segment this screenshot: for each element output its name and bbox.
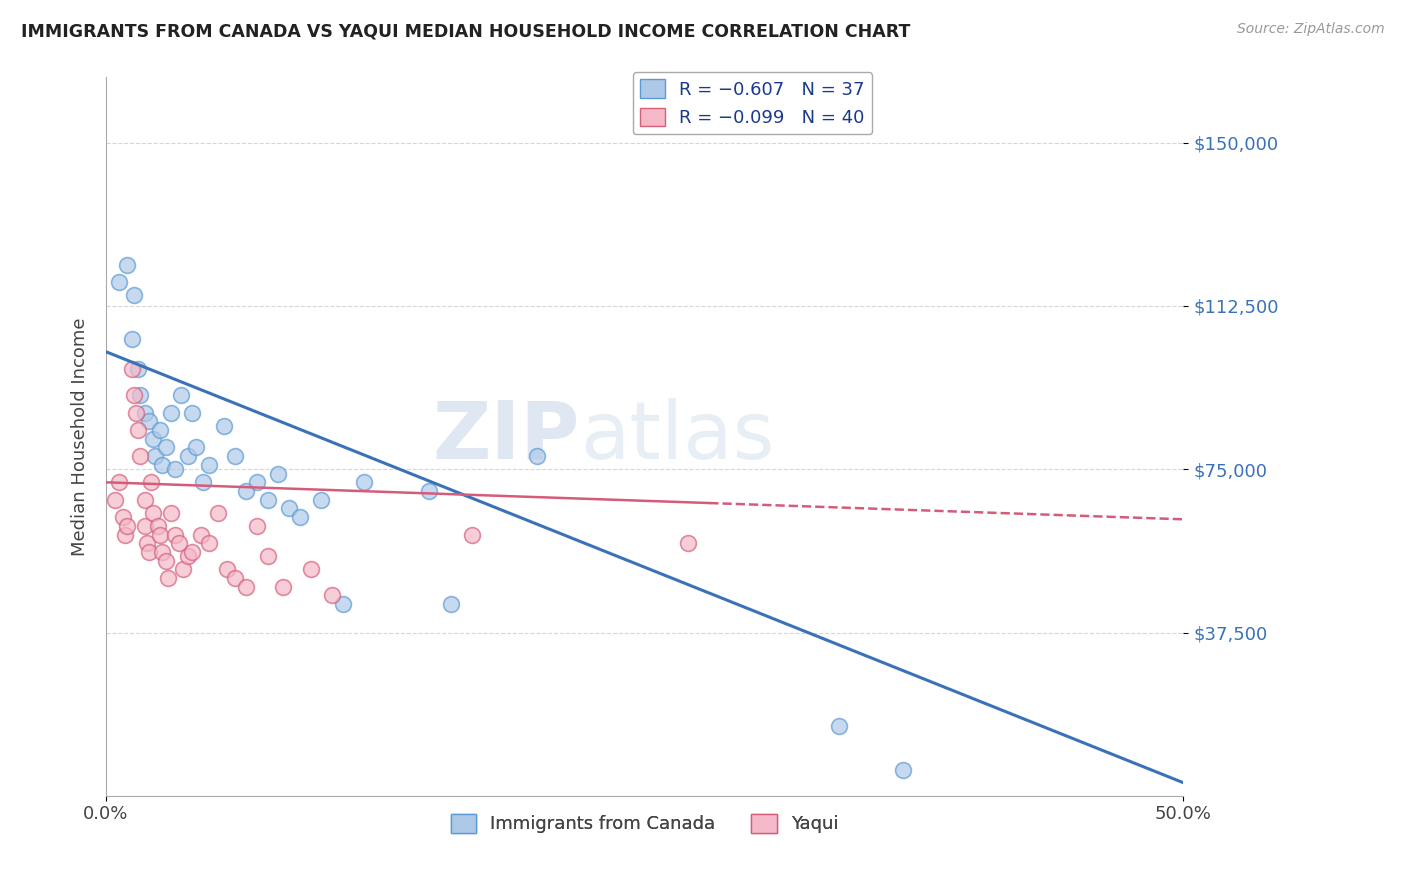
Point	[108, 475, 131, 490]
Point	[121, 362, 143, 376]
Point	[129, 449, 152, 463]
Point	[129, 388, 152, 402]
Point	[159, 406, 181, 420]
Point	[145, 449, 167, 463]
Point	[278, 501, 301, 516]
Point	[108, 275, 131, 289]
Point	[256, 492, 278, 507]
Point	[353, 475, 375, 490]
Point	[155, 554, 177, 568]
Legend: Immigrants from Canada, Yaqui: Immigrants from Canada, Yaqui	[443, 806, 846, 840]
Point	[170, 388, 193, 402]
Point	[299, 562, 322, 576]
Point	[235, 580, 257, 594]
Point	[149, 423, 172, 437]
Point	[122, 388, 145, 402]
Y-axis label: Median Household Income: Median Household Income	[72, 318, 89, 556]
Text: ZIP: ZIP	[433, 398, 579, 475]
Point	[332, 597, 354, 611]
Point	[246, 475, 269, 490]
Text: IMMIGRANTS FROM CANADA VS YAQUI MEDIAN HOUSEHOLD INCOME CORRELATION CHART: IMMIGRANTS FROM CANADA VS YAQUI MEDIAN H…	[21, 22, 911, 40]
Point	[142, 506, 165, 520]
Point	[224, 449, 246, 463]
Point	[159, 506, 181, 520]
Point	[103, 492, 125, 507]
Point	[177, 549, 200, 564]
Point	[117, 258, 139, 272]
Point	[121, 332, 143, 346]
Point	[827, 719, 849, 733]
Point	[224, 571, 246, 585]
Point	[288, 510, 311, 524]
Point	[190, 527, 212, 541]
Point	[172, 562, 194, 576]
Point	[676, 536, 699, 550]
Point	[114, 527, 136, 541]
Point	[146, 519, 169, 533]
Point	[150, 458, 173, 472]
Text: Source: ZipAtlas.com: Source: ZipAtlas.com	[1237, 22, 1385, 37]
Point	[157, 571, 180, 585]
Point	[138, 414, 160, 428]
Text: atlas: atlas	[579, 398, 775, 475]
Point	[440, 597, 463, 611]
Point	[186, 441, 208, 455]
Point	[215, 562, 238, 576]
Point	[891, 763, 914, 777]
Point	[112, 510, 135, 524]
Point	[177, 449, 200, 463]
Point	[134, 492, 156, 507]
Point	[181, 406, 204, 420]
Point	[198, 536, 221, 550]
Point	[526, 449, 548, 463]
Point	[321, 589, 343, 603]
Point	[207, 506, 229, 520]
Point	[271, 580, 294, 594]
Point	[155, 441, 177, 455]
Point	[256, 549, 278, 564]
Point	[125, 406, 148, 420]
Point	[461, 527, 484, 541]
Point	[127, 362, 149, 376]
Point	[163, 527, 186, 541]
Point	[135, 536, 157, 550]
Point	[235, 483, 257, 498]
Point	[122, 288, 145, 302]
Point	[181, 545, 204, 559]
Point	[138, 545, 160, 559]
Point	[134, 519, 156, 533]
Point	[311, 492, 333, 507]
Point	[214, 418, 236, 433]
Point	[127, 423, 149, 437]
Point	[150, 545, 173, 559]
Point	[117, 519, 139, 533]
Point	[198, 458, 221, 472]
Point	[246, 519, 269, 533]
Point	[418, 483, 440, 498]
Point	[141, 475, 163, 490]
Point	[149, 527, 172, 541]
Point	[142, 432, 165, 446]
Point	[134, 406, 156, 420]
Point	[167, 536, 190, 550]
Point	[163, 462, 186, 476]
Point	[267, 467, 290, 481]
Point	[191, 475, 214, 490]
